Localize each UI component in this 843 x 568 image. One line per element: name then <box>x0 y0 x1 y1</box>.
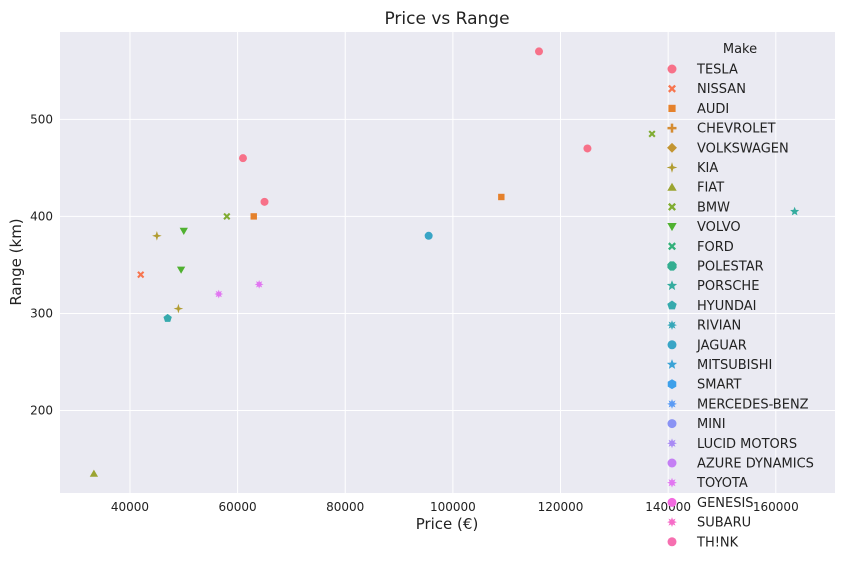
legend-label: SMART <box>697 378 741 393</box>
legend-marker <box>667 242 677 251</box>
x-tick-label: 120000 <box>538 500 584 514</box>
data-point <box>137 271 145 279</box>
legend-label: MERCEDES-BENZ <box>697 397 809 412</box>
data-point <box>179 227 188 235</box>
legend-label: JAGUAR <box>696 338 747 353</box>
x-tick-label: 160000 <box>753 500 799 514</box>
legend-label: KIA <box>697 161 718 176</box>
legend-label: HYUNDAI <box>697 299 756 314</box>
data-point <box>498 193 505 201</box>
x-axis-ticks: 40000 60000 80000 100000 120000 140000 160000 <box>111 500 799 514</box>
data-points <box>89 47 800 477</box>
legend-marker <box>667 340 677 350</box>
data-point <box>260 197 269 206</box>
data-point <box>89 469 99 477</box>
legend-label: CHEVROLET <box>697 122 776 137</box>
data-point <box>176 266 186 274</box>
legend-marker <box>668 104 676 112</box>
legend-label: POLESTAR <box>697 260 764 275</box>
gridlines <box>60 32 835 493</box>
legend-label: AUDI <box>697 102 729 117</box>
data-point <box>250 213 257 220</box>
legend-label: MITSUBISHI <box>697 358 772 373</box>
data-point <box>648 130 656 138</box>
y-tick-label: 400 <box>30 209 53 223</box>
legend-marker <box>667 142 677 153</box>
x-axis-label: Price (€) <box>416 515 479 533</box>
legend-marker <box>666 162 678 173</box>
chart-title: Price vs Range <box>384 9 509 29</box>
legend-marker <box>667 223 677 232</box>
legend-label: VOLVO <box>697 220 741 235</box>
legend-marker <box>667 300 677 310</box>
marker-shape <box>667 202 677 211</box>
marker-shape <box>648 130 656 138</box>
data-point <box>173 303 184 314</box>
legend-label: VOLKSWAGEN <box>697 141 789 156</box>
y-tick-label: 200 <box>30 404 53 418</box>
legend-marker <box>666 359 678 369</box>
data-point <box>238 154 247 163</box>
y-tick-label: 300 <box>30 306 53 320</box>
legend-label: MINI <box>697 417 726 432</box>
legend-marker <box>667 64 677 74</box>
legend-marker <box>667 458 677 468</box>
legend-label: TH!NK <box>696 535 739 550</box>
legend-marker <box>667 202 677 211</box>
data-point <box>583 144 592 153</box>
data-point <box>254 279 264 289</box>
legend-label: PORSCHE <box>697 279 759 294</box>
legend-label: BMW <box>697 200 730 215</box>
y-axis-label: Range (km) <box>7 218 25 305</box>
legend-marker <box>667 123 677 133</box>
legend-label: LUCID MOTORS <box>697 437 797 452</box>
data-point <box>790 206 800 216</box>
legend-marker <box>667 379 677 390</box>
y-tick-label: 500 <box>30 112 53 126</box>
data-point <box>163 313 172 322</box>
data-point <box>534 47 543 56</box>
legend-marker <box>666 280 678 291</box>
legend-marker <box>667 398 677 409</box>
data-point <box>152 231 162 241</box>
x-tick-label: 100000 <box>430 500 476 514</box>
legend-label: RIVIAN <box>697 319 741 334</box>
x-tick-label: 40000 <box>111 500 149 514</box>
legend-marker <box>667 477 677 488</box>
legend: Make TESLA NISSAN AUDI CHEVROLET VOLKSWAGEN K… <box>666 42 814 550</box>
marker-shape <box>137 271 145 279</box>
data-point <box>214 289 224 299</box>
x-tick-label: 80000 <box>326 500 364 514</box>
legend-label: FORD <box>697 240 734 255</box>
legend-marker <box>667 320 677 331</box>
x-tick-label: 140000 <box>645 500 691 514</box>
legend-label: NISSAN <box>697 82 746 97</box>
plot-background <box>60 32 835 493</box>
legend-marker <box>667 419 677 429</box>
legend-marker <box>667 517 677 528</box>
data-point <box>223 212 231 220</box>
legend-marker <box>667 438 677 449</box>
legend-label: GENESIS <box>697 496 754 511</box>
y-axis-ticks: 200 300 400 500 <box>30 112 53 417</box>
legend-marker <box>667 537 677 547</box>
data-point <box>424 231 433 240</box>
legend-label: FIAT <box>697 181 724 196</box>
legend-label: TESLA <box>696 63 738 78</box>
marker-shape <box>667 242 677 251</box>
x-tick-label: 60000 <box>219 500 257 514</box>
marker-shape <box>223 212 231 220</box>
legend-title: Make <box>723 42 757 57</box>
legend-marker <box>667 497 677 507</box>
legend-label: SUBARU <box>697 516 751 531</box>
legend-marker <box>667 182 677 191</box>
marker-shape <box>667 84 677 93</box>
legend-marker <box>667 261 677 271</box>
legend-marker <box>667 84 677 93</box>
legend-label: TOYOTA <box>696 476 748 491</box>
legend-label: AZURE DYNAMICS <box>697 457 814 472</box>
